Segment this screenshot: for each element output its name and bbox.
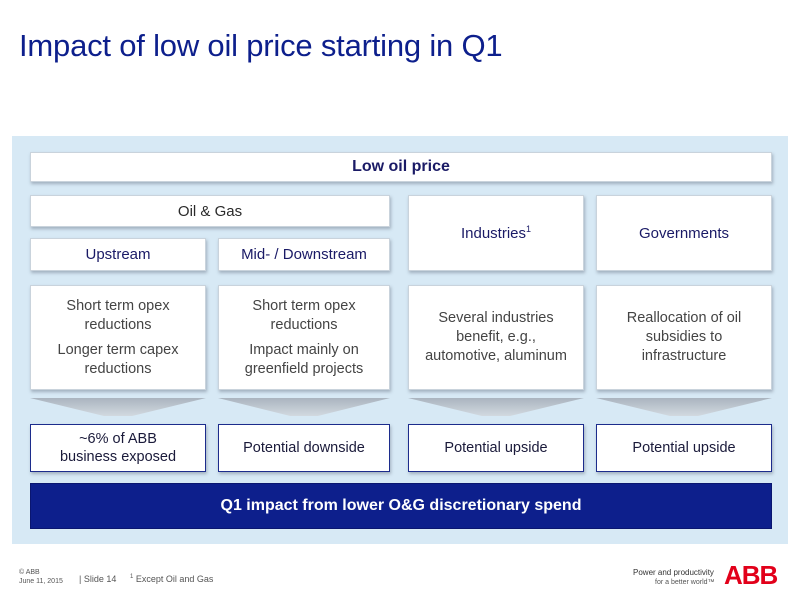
governments-effects: Reallocation of oil subsidies to infrast… (596, 285, 772, 390)
industries-header: Industries1 (408, 195, 584, 271)
tagline-line-1: Power and productivity (633, 568, 714, 577)
industries-label: Industries1 (460, 223, 532, 242)
q1-impact-label: Q1 impact from lower O&G discretionary s… (220, 497, 582, 514)
upstream-header: Upstream (30, 238, 206, 271)
midstream-outcome-label: Potential downside (243, 440, 365, 456)
low-oil-price-box: Low oil price (30, 152, 772, 182)
low-oil-price-label: Low oil price (352, 158, 450, 175)
upstream-label: Upstream (85, 246, 151, 263)
governments-header: Governments (596, 195, 772, 271)
midstream-outcome: Potential downside (218, 424, 390, 472)
q1-impact-bar: Q1 impact from lower O&G discretionary s… (30, 483, 772, 529)
governments-label: Governments (638, 224, 730, 242)
midstream-effect-1: Short term opex reductions (252, 297, 356, 333)
footnote-marker: 1 (526, 223, 532, 234)
upstream-effects: Short term opex reductions Longer term c… (30, 285, 206, 390)
oil-gas-header: Oil & Gas (30, 195, 390, 227)
upstream-effect-1: Short term opex reductions (66, 297, 170, 333)
footnote-mark: 1 (130, 574, 134, 580)
governments-outcome: Potential upside (596, 424, 772, 472)
tagline-line-2: for a better world™ (655, 579, 715, 586)
upstream-outcome-label: ~6% of ABB business exposed (59, 431, 177, 465)
abb-logo: ABB (724, 560, 778, 590)
midstream-effect-2: Impact mainly on greenfield projects (244, 341, 364, 377)
footnote: 1 Except Oil and Gas (130, 574, 213, 584)
footer-meta: © ABB June 11, 2015 (19, 568, 63, 586)
industries-outcome: Potential upside (408, 424, 584, 472)
industries-effects: Several industries benefit, e.g., automo… (408, 285, 584, 390)
upstream-outcome: ~6% of ABB business exposed (30, 424, 206, 472)
copyright: © ABB (19, 569, 40, 576)
slide-title: Impact of low oil price starting in Q1 (19, 28, 503, 63)
slide-number: | Slide 14 (79, 574, 117, 584)
upstream-effect-2: Longer term capex reductions (57, 341, 179, 377)
midstream-header: Mid- / Downstream (218, 238, 390, 271)
footnote-text: Except Oil and Gas (135, 574, 214, 584)
governments-effect: Reallocation of oil subsidies to infrast… (626, 310, 742, 364)
footer-date: June 11, 2015 (19, 578, 63, 585)
industries-outcome-label: Potential upside (444, 440, 548, 456)
tagline: Power and productivity for a better worl… (633, 568, 715, 588)
governments-outcome-label: Potential upside (632, 440, 736, 456)
industries-effect: Several industries benefit, e.g., automo… (425, 310, 567, 364)
midstream-effects: Short term opex reductions Impact mainly… (218, 285, 390, 390)
midstream-label: Mid- / Downstream (241, 246, 367, 263)
oil-gas-label: Oil & Gas (177, 202, 243, 220)
